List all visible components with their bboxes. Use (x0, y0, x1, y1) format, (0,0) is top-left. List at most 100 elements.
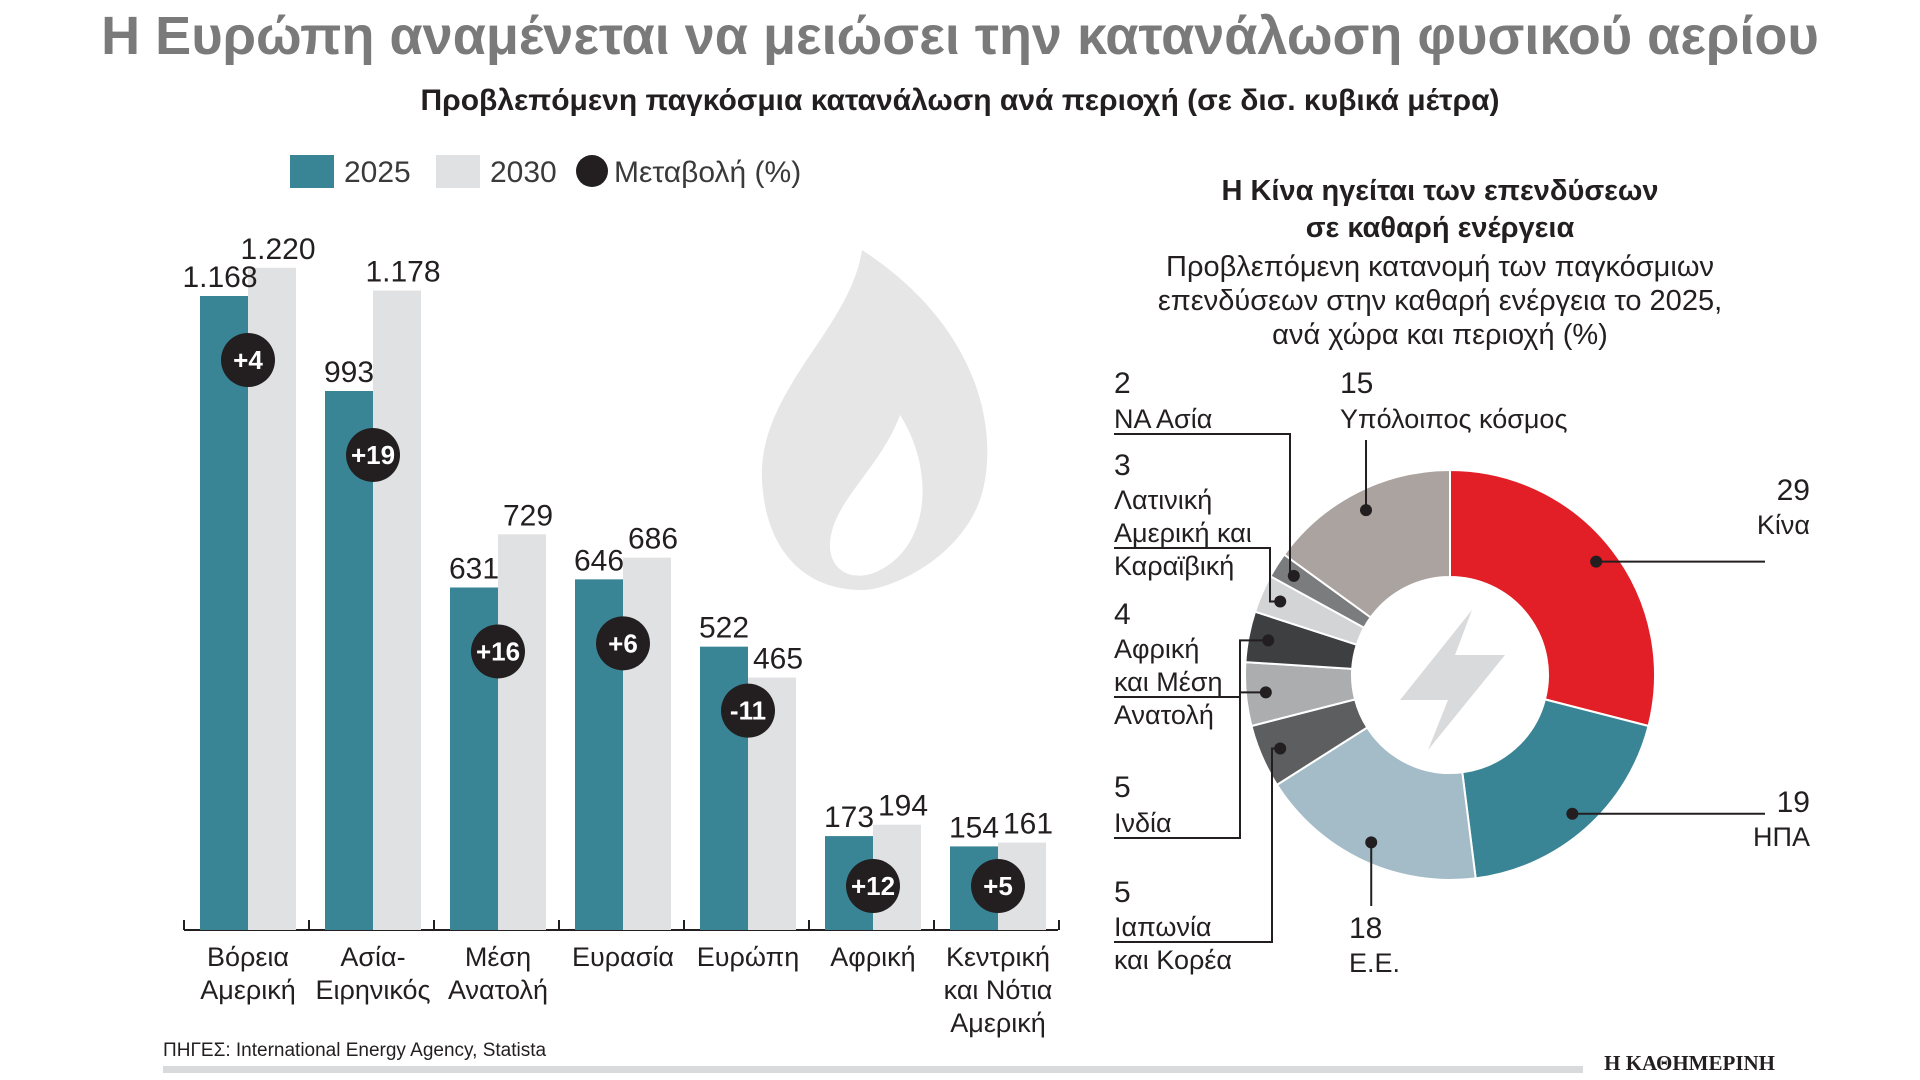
source-note: ΠΗΓΕΣ: International Energy Agency, Stat… (163, 1040, 546, 1061)
legend-swatch-2030 (436, 155, 480, 188)
value-label-2030: 194 (878, 790, 928, 823)
category-label: Ειρηνικός (315, 975, 430, 1005)
slice-name-label: Αμερική και (1114, 518, 1252, 548)
change-badges: +4 +19 +16 +6 -11 +12 +5 (221, 333, 1025, 913)
main-title: Η Ευρώπη αναμένεται να μειώσει την καταν… (101, 6, 1819, 66)
value-label-2025: 631 (449, 552, 499, 585)
legend-change-marker (576, 155, 608, 187)
value-label-2030: 1.178 (365, 256, 440, 289)
slice-name-label: και Μέση (1114, 667, 1223, 697)
category-label: Αμερική (200, 975, 295, 1005)
pie-subtitle-line: ανά χώρα και περιοχή (%) (1272, 319, 1608, 351)
main-subtitle: Προβλεπόμενη παγκόσμια κατανάλωση ανά πε… (420, 84, 1499, 117)
change-badge (596, 616, 650, 671)
slice-υπόλοιπος-κόσμος (1282, 468, 1451, 619)
slice-name-label: Ινδία (1114, 808, 1172, 838)
lightning-icon (1400, 610, 1505, 750)
legend-label-2025: 2025 (344, 156, 411, 189)
value-label-2025: 522 (699, 612, 749, 645)
change-badge-value: +4 (233, 345, 263, 375)
change-badge (721, 683, 775, 738)
slice-name-label: Καραϊβική (1114, 551, 1234, 581)
leader-line (1114, 433, 1294, 577)
change-badge (846, 859, 900, 913)
value-label-2025: 993 (324, 356, 374, 389)
leader-dot (1360, 504, 1373, 517)
slice-name-label: και Κορέα (1114, 945, 1232, 975)
category-label: Μέση (465, 942, 531, 972)
category-labels: ΒόρειαΑμερικήΑσία-ΕιρηνικόςΜέσηΑνατολήΕυ… (200, 942, 1052, 1038)
bar-series (200, 267, 1046, 931)
change-badge-value: +16 (476, 636, 520, 666)
pie-title: Η Κίνα ηγείται των επενδύσεων σε καθαρή ε… (1221, 175, 1658, 244)
legend-label-change: Μεταβολή (%) (614, 156, 801, 189)
value-label-2030: 1.220 (240, 233, 315, 266)
slice-value-label: 5 (1114, 876, 1131, 909)
value-label-2030: 465 (753, 643, 803, 676)
slice-κίνα (1449, 468, 1656, 728)
change-badge (971, 859, 1025, 913)
footer-rule (163, 1066, 1583, 1073)
pie-subtitle: Προβλεπόμενη κατανομή των παγκόσμιων επεν… (1158, 251, 1722, 351)
pie-title-line: Η Κίνα ηγείται των επενδύσεων (1221, 175, 1658, 207)
slice-value-label: 3 (1114, 449, 1131, 482)
pie-subtitle-line: Προβλεπόμενη κατανομή των παγκόσμιων (1166, 251, 1714, 283)
category-label: Κεντρική (946, 942, 1050, 972)
legend-label-2030: 2030 (490, 156, 557, 189)
leader-line (1114, 639, 1269, 698)
slice-name-label: Ε.Ε. (1349, 948, 1400, 978)
value-label-2025: 173 (824, 801, 874, 834)
bar-2025 (200, 296, 248, 930)
pie-subtitle-line: επενδύσεων στην καθαρή ενέργεια το 2025, (1158, 285, 1722, 317)
change-badge (221, 333, 275, 387)
value-label-2025: 646 (574, 544, 624, 577)
pie-leader-lines (1114, 433, 1765, 943)
change-badge (471, 624, 525, 679)
slice-value-label: 15 (1340, 367, 1373, 400)
slice-value-label: 19 (1777, 786, 1810, 819)
change-badge-value: +12 (851, 871, 895, 901)
category-label: Αφρική (830, 942, 915, 972)
value-label-2025: 154 (949, 811, 999, 844)
slice-name-label: ΝΑ Ασία (1114, 404, 1212, 434)
category-label: Ευρώπη (697, 942, 799, 972)
slice-ηπα (1461, 698, 1650, 880)
change-badge-value: +5 (983, 871, 1013, 901)
change-badge-value: +6 (608, 628, 638, 658)
bar-2030 (498, 534, 546, 930)
slice-name-label: Ανατολή (1114, 700, 1214, 730)
slice-name-label: Υπόλοιπος κόσμος (1340, 404, 1567, 434)
leader-line (1114, 747, 1281, 943)
slice-name-label: Ιαπωνία (1114, 912, 1212, 942)
publisher-logo: Η ΚΑΘΗΜΕΡΙΝΗ (1604, 1051, 1775, 1075)
slice-name-label: Λατινική (1114, 485, 1212, 515)
slice-ε-ε (1275, 726, 1477, 881)
change-badge (346, 427, 400, 482)
value-label-2030: 729 (503, 499, 553, 532)
category-label: Ανατολή (448, 975, 548, 1005)
slice-name-label: ΗΠΑ (1753, 822, 1810, 852)
leader-line (1114, 547, 1281, 603)
value-label-2030: 686 (628, 523, 678, 556)
change-badge-value: -11 (730, 696, 766, 726)
legend-swatch-2025 (290, 155, 334, 188)
category-label: Αμερική (950, 1008, 1045, 1038)
bar-2030 (373, 290, 421, 931)
category-label: και Νότια (944, 975, 1053, 1005)
value-label-2030: 161 (1003, 808, 1053, 841)
slice-value-label: 2 (1114, 367, 1131, 400)
pie-title-line: σε καθαρή ενέργεια (1306, 212, 1575, 244)
category-label: Ασία- (340, 942, 405, 972)
bar-2025 (325, 390, 373, 930)
slice-value-label: 29 (1777, 474, 1810, 507)
flame-icon (761, 250, 988, 590)
slice-value-label: 5 (1114, 771, 1131, 804)
bar-2030 (623, 557, 671, 930)
slice-name-label: Αφρική (1114, 634, 1199, 664)
donut-chart (1244, 468, 1656, 881)
slice-name-label: Κίνα (1757, 510, 1810, 540)
